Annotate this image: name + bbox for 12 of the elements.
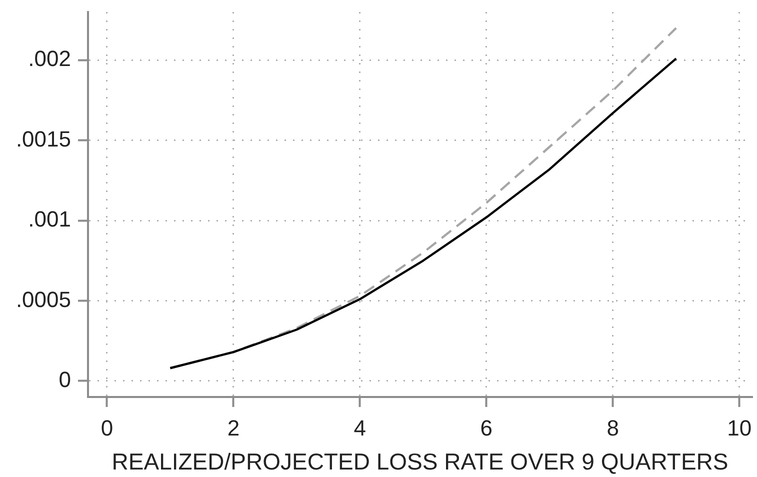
- x-tick-label: 4: [354, 415, 366, 440]
- y-tick-label: .002: [28, 46, 71, 72]
- y-tick-label: 0: [58, 367, 71, 392]
- y-tick-label: .0015: [16, 126, 71, 152]
- x-tick-label: 8: [606, 415, 619, 440]
- x-tick-label: 2: [227, 415, 240, 440]
- y-tick-label: .001: [28, 206, 71, 232]
- x-tick-label: 0: [100, 415, 114, 440]
- x-axis-title: REALIZED/PROJECTED LOSS RATE OVER 9 QUARTERS: [112, 448, 728, 475]
- x-tick-label: 10: [727, 415, 752, 440]
- y-tick-label: .0005: [16, 286, 71, 312]
- x-tick-label: 6: [480, 415, 493, 440]
